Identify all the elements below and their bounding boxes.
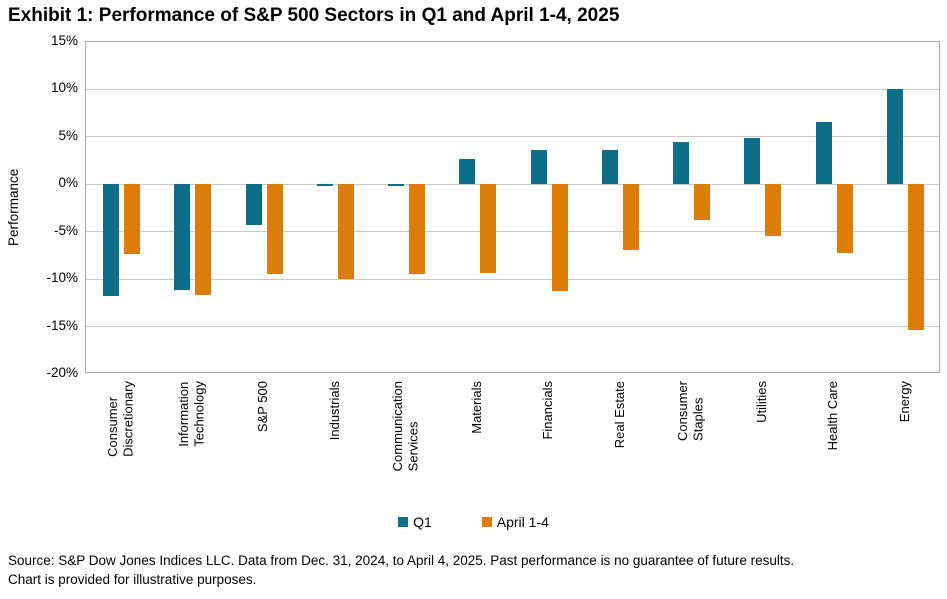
gridline bbox=[86, 136, 939, 138]
source-note-line-2: Chart is provided for illustrative purpo… bbox=[8, 572, 257, 587]
x-tick-label-materials: Materials bbox=[469, 381, 485, 434]
y-tick-label: -10% bbox=[46, 270, 78, 286]
x-cell: Health Care bbox=[798, 381, 869, 507]
x-tick-label-financials: Financials bbox=[540, 381, 556, 440]
y-tick-label: 15% bbox=[50, 33, 78, 48]
x-tick-label-information-technology: Information Technology bbox=[176, 381, 207, 447]
bar-q1-energy bbox=[886, 89, 903, 185]
gridline bbox=[86, 278, 939, 280]
x-cell: Industrials bbox=[299, 381, 370, 507]
source-note-line-1: Source: S&P Dow Jones Indices LLC. Data … bbox=[8, 553, 795, 568]
x-cell: Information Technology bbox=[156, 381, 227, 507]
bar-april-1-4-industrials bbox=[337, 184, 354, 280]
y-tick-label: -15% bbox=[46, 317, 78, 333]
legend: Q1 April 1-4 bbox=[0, 514, 947, 530]
x-cell: Real Estate bbox=[584, 381, 655, 507]
bar-q1-consumer-discretionary bbox=[103, 184, 120, 297]
x-tick-label-consumer-staples: Consumer Staples bbox=[675, 381, 706, 441]
x-tick-label-consumer-discretionary: Consumer Discretionary bbox=[105, 381, 136, 457]
x-cell: Consumer Discretionary bbox=[85, 381, 156, 507]
gridline bbox=[86, 231, 939, 233]
x-cell: S&P 500 bbox=[228, 381, 299, 507]
bar-q1-materials bbox=[459, 158, 476, 185]
bar-april-1-4-energy bbox=[907, 184, 924, 331]
bar-q1-industrials bbox=[316, 184, 333, 187]
chart-title: Exhibit 1: Performance of S&P 500 Sector… bbox=[8, 5, 620, 26]
bar-april-1-4-real-estate bbox=[622, 184, 639, 250]
bar-april-1-4-utilities bbox=[765, 184, 782, 237]
bar-q1-real-estate bbox=[601, 150, 618, 185]
bar-april-1-4-financials bbox=[551, 184, 568, 291]
bar-april-1-4-consumer-discretionary bbox=[124, 184, 141, 254]
legend-swatch-april-1-4 bbox=[481, 517, 492, 527]
y-tick-label: 5% bbox=[58, 127, 78, 143]
bar-q1-financials bbox=[530, 150, 547, 185]
bar-april-1-4-materials bbox=[480, 184, 497, 274]
gridline bbox=[86, 88, 939, 90]
bar-april-1-4-communication-services bbox=[409, 184, 426, 275]
x-cell: Consumer Staples bbox=[655, 381, 726, 507]
x-tick-label-communication-services: Communication Services bbox=[390, 381, 421, 472]
gridline bbox=[86, 326, 939, 328]
x-tick-label-utilities: Utilities bbox=[754, 381, 770, 423]
legend-label-april-1-4: April 1-4 bbox=[496, 514, 549, 530]
bar-q1-information-technology bbox=[174, 184, 191, 290]
x-cell: Utilities bbox=[726, 381, 797, 507]
y-tick-label: 0% bbox=[58, 175, 78, 191]
x-tick-label-industrials: Industrials bbox=[326, 381, 342, 441]
bar-april-1-4-information-technology bbox=[195, 184, 212, 296]
x-axis-tick-labels: Consumer Discretionary Information Techno… bbox=[85, 381, 940, 507]
bar-q1-consumer-staples bbox=[673, 141, 690, 185]
bar-q1-utilities bbox=[744, 137, 761, 185]
x-cell: Communication Services bbox=[370, 381, 441, 507]
x-tick-label-energy: Energy bbox=[896, 381, 912, 423]
bar-q1-health-care bbox=[815, 121, 832, 185]
bar-april-1-4-consumer-staples bbox=[694, 184, 711, 221]
y-tick-label: -5% bbox=[53, 222, 78, 238]
legend-item-april-1-4: April 1-4 bbox=[481, 514, 549, 530]
legend-swatch-q1 bbox=[398, 517, 409, 527]
source-note: Source: S&P Dow Jones Indices LLC. Data … bbox=[8, 551, 943, 589]
y-tick-label: 10% bbox=[50, 80, 78, 96]
bar-april-1-4-health-care bbox=[836, 184, 853, 253]
y-tick-label: -20% bbox=[46, 365, 78, 380]
x-tick-label-real-estate: Real Estate bbox=[611, 381, 627, 449]
x-cell: Financials bbox=[513, 381, 584, 507]
x-cell: Materials bbox=[441, 381, 512, 507]
x-cell: Energy bbox=[869, 381, 940, 507]
x-tick-label-s-p-500: S&P 500 bbox=[255, 381, 271, 433]
plot-area bbox=[85, 41, 940, 373]
x-tick-label-health-care: Health Care bbox=[825, 381, 841, 451]
bar-q1-communication-services bbox=[388, 184, 405, 187]
legend-label-q1: Q1 bbox=[413, 514, 432, 530]
legend-item-q1: Q1 bbox=[398, 514, 432, 530]
bar-q1-s-p-500 bbox=[245, 184, 262, 226]
gridline bbox=[86, 183, 939, 185]
bar-april-1-4-s-p-500 bbox=[266, 184, 283, 275]
